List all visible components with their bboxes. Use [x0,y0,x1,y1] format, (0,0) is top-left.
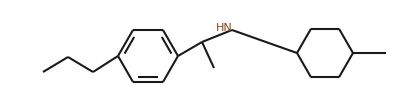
Text: HN: HN [215,23,232,33]
